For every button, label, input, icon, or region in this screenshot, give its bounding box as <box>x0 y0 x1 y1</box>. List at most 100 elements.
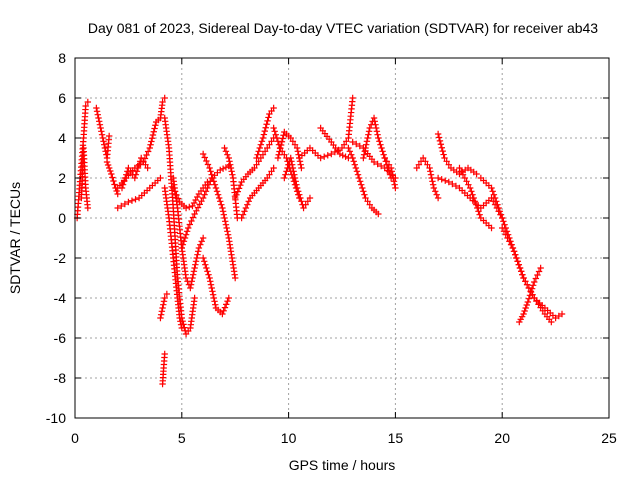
track-marker <box>189 271 197 278</box>
data-point <box>199 150 207 158</box>
track-marker <box>276 148 283 155</box>
series-track-n <box>199 150 239 282</box>
track-marker <box>445 161 452 168</box>
track-marker <box>155 116 162 124</box>
data-point <box>199 234 207 242</box>
track-marker <box>485 197 493 204</box>
track-marker <box>475 208 482 215</box>
track-marker <box>495 204 502 212</box>
track-marker <box>223 301 230 308</box>
track-marker <box>349 98 356 105</box>
track-marker <box>331 148 339 156</box>
track-marker <box>187 281 195 288</box>
track-marker <box>253 187 260 194</box>
track-marker <box>297 161 304 168</box>
data-point <box>118 184 126 192</box>
track-marker <box>140 158 147 165</box>
track-marker <box>219 208 227 215</box>
track-marker <box>229 171 236 178</box>
series-track-w <box>317 124 352 162</box>
track-marker <box>174 195 182 202</box>
track-marker <box>222 218 229 225</box>
track-marker <box>190 199 198 207</box>
series-track-ag <box>499 224 555 326</box>
series-track-l <box>178 162 232 252</box>
track-marker <box>186 203 193 211</box>
track-marker <box>135 161 143 168</box>
data-point <box>456 164 463 172</box>
data-point <box>212 184 220 192</box>
data-point <box>558 310 566 318</box>
data-point <box>238 214 245 222</box>
track-marker <box>221 304 229 311</box>
track-marker <box>365 131 372 138</box>
track-marker <box>194 251 201 258</box>
data-point <box>375 134 382 142</box>
track-marker <box>461 174 469 182</box>
track-marker <box>95 114 102 122</box>
track-marker <box>490 191 498 198</box>
data-point <box>509 244 517 252</box>
data-point <box>264 144 271 152</box>
track-marker <box>314 152 322 159</box>
track-marker <box>522 304 529 312</box>
track-marker <box>233 191 240 198</box>
track-marker <box>209 174 216 182</box>
track-marker <box>111 181 118 188</box>
track-marker <box>390 178 398 185</box>
track-marker <box>348 151 355 158</box>
track-marker <box>424 161 431 168</box>
series-track-aa <box>381 154 399 192</box>
series-track-ai <box>159 350 168 388</box>
series-track-ah <box>516 264 544 326</box>
track-marker <box>94 111 101 118</box>
series-track-f <box>114 174 164 212</box>
track-marker <box>374 131 381 138</box>
track-marker <box>242 204 250 212</box>
track-marker <box>464 192 471 199</box>
track-marker <box>203 157 210 165</box>
track-marker <box>227 164 235 172</box>
series-track-g <box>118 154 151 192</box>
track-marker <box>234 188 241 195</box>
track-marker <box>476 211 483 218</box>
x-tick-label: 5 <box>178 430 186 446</box>
track-marker <box>506 238 513 245</box>
data-point <box>270 124 277 132</box>
track-marker <box>436 137 444 145</box>
track-marker <box>255 158 262 165</box>
series-track-o <box>221 144 241 222</box>
data-point <box>298 164 305 172</box>
track-marker <box>97 124 104 132</box>
track-marker <box>385 161 393 168</box>
track-marker <box>222 148 230 155</box>
series-track-d <box>103 158 121 198</box>
track-marker <box>515 261 523 268</box>
series-track-p <box>232 134 277 202</box>
data-point <box>161 94 168 102</box>
data-point <box>131 174 139 182</box>
plot-frame <box>74 57 610 419</box>
track-marker <box>493 198 500 205</box>
data-point <box>125 198 132 206</box>
track-marker <box>208 284 215 292</box>
track-marker <box>353 168 361 175</box>
track-marker <box>518 313 526 320</box>
track-marker <box>528 285 536 292</box>
data-point <box>426 164 433 172</box>
data-point <box>157 314 164 322</box>
series-track-q <box>238 164 277 222</box>
track-marker <box>525 284 533 292</box>
track-marker <box>519 271 526 278</box>
series-track-k <box>170 178 211 212</box>
data-point <box>195 244 203 252</box>
track-marker <box>260 131 268 138</box>
track-marker <box>261 177 269 184</box>
track-marker <box>258 138 266 145</box>
track-marker <box>433 191 440 198</box>
series-track-i <box>161 184 185 332</box>
data-point <box>253 154 260 162</box>
series-track-b <box>78 144 92 212</box>
track-marker <box>242 173 250 180</box>
track-marker <box>207 281 215 288</box>
